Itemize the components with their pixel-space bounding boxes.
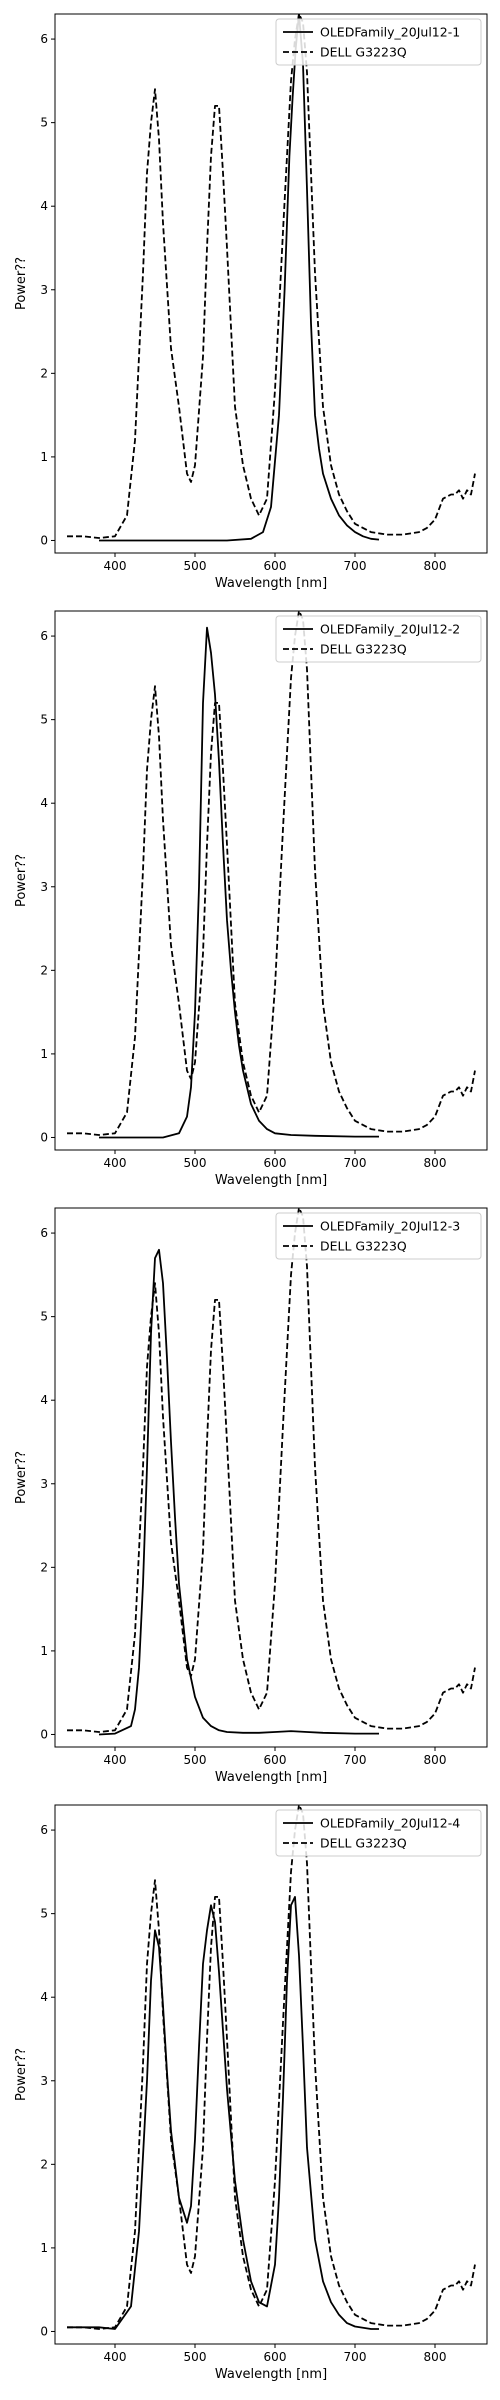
series-line-1 [67,1896,379,2330]
y-tick-label: 4 [40,1393,48,1407]
y-tick-label: 4 [40,199,48,213]
legend-label-1: OLEDFamily_20Jul12-4 [320,1816,460,1831]
legend: OLEDFamily_20Jul12-2 DELL G3223Q [275,615,482,663]
y-tick-label: 3 [40,283,48,297]
x-tick-label: 600 [264,559,287,573]
x-tick-label: 500 [184,1156,207,1170]
x-tick-label: 500 [184,559,207,573]
x-axis-label: Wavelength [nm] [215,576,327,591]
y-tick-label: 3 [40,2074,48,2088]
x-tick-label: 700 [344,1156,367,1170]
y-tick-label: 5 [40,713,48,727]
legend-label-1: OLEDFamily_20Jul12-1 [320,25,460,40]
plot-frame [54,1804,488,2345]
y-tick-label: 6 [40,1226,48,1240]
x-tick-label: 600 [264,2350,287,2364]
y-tick-label: 2 [40,1560,48,1574]
series-line-2 [67,1208,476,1733]
legend-label-2: DELL G3223Q [320,642,407,657]
series-line-1 [98,1248,379,1736]
chart-panel-4: 400 500 600 700 800 0 1 2 3 4 5 6 Wavelength [nm] Pow… [14,1804,488,2382]
y-axis-label: Power?? [14,2048,29,2101]
x-tick-label: 800 [424,1156,447,1170]
x-tick-label: 500 [184,1753,207,1767]
x-tick-label: 600 [264,1156,287,1170]
x-tick-label: 600 [264,1753,287,1767]
legend-label-2: DELL G3223Q [320,1239,407,1254]
x-tick-label: 700 [344,1753,367,1767]
x-tick-label: 400 [104,1156,127,1170]
series-line-2 [67,1805,476,2330]
x-tick-label: 700 [344,2350,367,2364]
y-tick-label: 5 [40,1907,48,1921]
x-tick-label: 800 [424,1753,447,1767]
series-group [67,611,476,1139]
y-tick-label: 0 [40,1130,48,1144]
legend-box [275,615,482,663]
chart-panel-3: 400 500 600 700 800 0 1 2 3 4 5 6 Wavelength [nm] Pow… [14,1207,488,1785]
series-line-1 [99,626,379,1139]
series-line-1 [99,14,380,542]
x-axis-label: Wavelength [nm] [215,1173,327,1188]
y-tick-label: 1 [40,2241,48,2255]
y-tick-label: 0 [40,1727,48,1741]
y-tick-label: 5 [40,1310,48,1324]
y-tick-label: 4 [40,796,48,810]
x-axis-label: Wavelength [nm] [215,2367,327,2382]
y-axis-label: Power?? [14,257,29,310]
series-line-2 [67,14,476,539]
y-tick-label: 3 [40,1477,48,1491]
y-axis-label: Power?? [14,1451,29,1504]
legend-box [275,18,482,66]
plot-frame [54,1207,488,1748]
y-tick-label: 0 [40,2324,48,2338]
y-tick-label: 5 [40,116,48,130]
y-tick-label: 1 [40,450,48,464]
y-axis-label: Power?? [14,854,29,907]
x-tick-label: 500 [184,2350,207,2364]
y-tick-label: 6 [40,629,48,643]
x-axis-label: Wavelength [nm] [215,1770,327,1785]
series-group [67,1805,476,2330]
y-tick-label: 4 [40,1990,48,2004]
series-line-2 [67,611,476,1136]
y-tick-label: 0 [40,533,48,547]
plot-frame [54,13,488,554]
legend-label-2: DELL G3223Q [320,1836,407,1851]
y-tick-label: 2 [40,2157,48,2171]
legend: OLEDFamily_20Jul12-3 DELL G3223Q [275,1212,482,1260]
legend-box [275,1809,482,1857]
legend: OLEDFamily_20Jul12-4 DELL G3223Q [275,1809,482,1857]
x-tick-label: 400 [104,2350,127,2364]
series-group [67,1208,476,1736]
legend-label-2: DELL G3223Q [320,45,407,60]
y-tick-label: 6 [40,32,48,46]
y-tick-label: 3 [40,880,48,894]
x-tick-label: 700 [344,559,367,573]
y-tick-label: 6 [40,1823,48,1837]
series-group [67,14,476,542]
legend-label-1: OLEDFamily_20Jul12-3 [320,1219,460,1234]
y-tick-label: 1 [40,1644,48,1658]
x-tick-label: 800 [424,559,447,573]
y-tick-label: 1 [40,1047,48,1061]
x-tick-label: 400 [104,559,127,573]
legend: OLEDFamily_20Jul12-1 DELL G3223Q [275,18,482,66]
chart-panel-1: 400 500 600 700 800 0 1 2 3 4 5 6 Wavelength [nm] Pow… [14,13,488,591]
x-tick-label: 800 [424,2350,447,2364]
plot-frame [54,610,488,1151]
y-tick-label: 2 [40,366,48,380]
legend-label-1: OLEDFamily_20Jul12-2 [320,622,460,637]
chart-panel-2: 400 500 600 700 800 0 1 2 3 4 5 6 Wavelength [nm] Pow… [14,610,488,1188]
legend-box [275,1212,482,1260]
x-tick-label: 400 [104,1753,127,1767]
y-tick-label: 2 [40,963,48,977]
